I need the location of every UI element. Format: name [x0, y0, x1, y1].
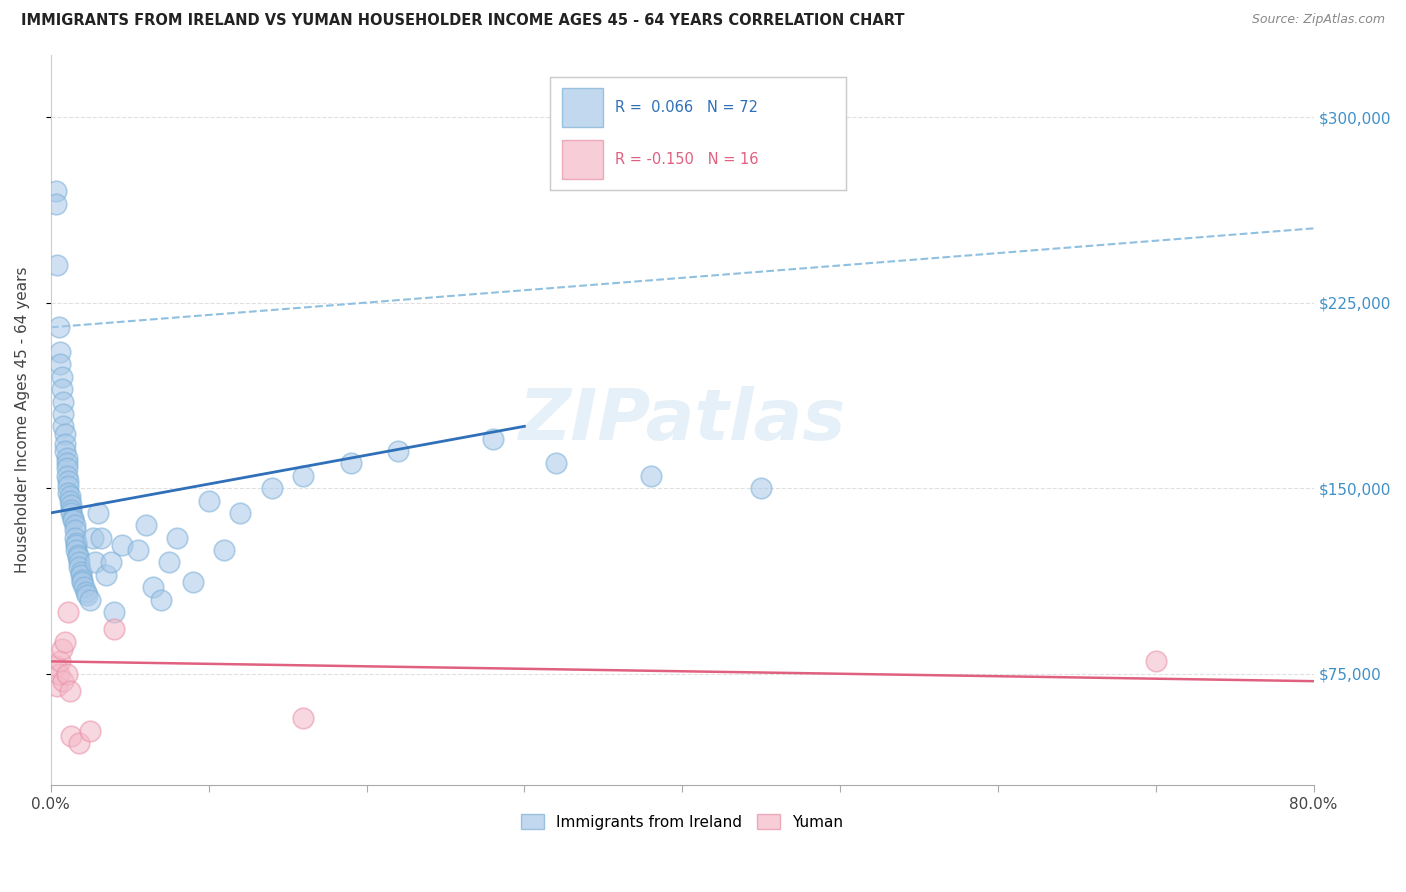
Point: [181, 575, 204, 590]
Point: [79, 592, 101, 607]
Legend: Immigrants from Ireland, Yuman: Immigrants from Ireland, Yuman: [515, 807, 849, 836]
Text: IMMIGRANTS FROM IRELAND VS YUMAN HOUSEHOLDER INCOME AGES 45 - 64 YEARS CORRELATI: IMMIGRANTS FROM IRELAND VS YUMAN HOUSEHO…: [21, 13, 904, 29]
Point: [69, 567, 91, 582]
Point: [166, 531, 188, 545]
Point: [82, 531, 104, 545]
Point: [292, 711, 315, 725]
Point: [87, 506, 110, 520]
Point: [59, 684, 82, 698]
Point: [103, 605, 125, 619]
Point: [60, 499, 83, 513]
Point: [49, 358, 72, 372]
Point: [63, 518, 86, 533]
Point: [60, 729, 83, 743]
Point: [111, 538, 134, 552]
Point: [62, 511, 84, 525]
Point: [55, 666, 77, 681]
Point: [48, 666, 70, 681]
Point: [69, 566, 91, 580]
Point: [66, 550, 89, 565]
Point: [58, 474, 80, 488]
Point: [482, 432, 505, 446]
Point: [103, 622, 125, 636]
Point: [135, 518, 157, 533]
Text: Source: ZipAtlas.com: Source: ZipAtlas.com: [1251, 13, 1385, 27]
Point: [157, 555, 180, 569]
Point: [53, 444, 76, 458]
Point: [67, 560, 90, 574]
Point: [46, 679, 69, 693]
Point: [72, 573, 94, 587]
Point: [387, 444, 409, 458]
Point: [55, 461, 77, 475]
Point: [45, 184, 67, 198]
Point: [53, 426, 76, 441]
Point: [66, 548, 89, 562]
Point: [58, 605, 80, 619]
Point: [214, 543, 236, 558]
Point: [84, 555, 107, 569]
Point: [339, 457, 361, 471]
Point: [142, 580, 165, 594]
Point: [260, 481, 283, 495]
Point: [60, 506, 83, 520]
Point: [59, 493, 82, 508]
Point: [73, 580, 96, 594]
Point: [59, 489, 82, 503]
Point: [65, 535, 87, 549]
Point: [52, 674, 75, 689]
Point: [49, 654, 72, 668]
Point: [48, 320, 70, 334]
Point: [749, 481, 772, 495]
Point: [229, 506, 252, 520]
Point: [52, 419, 75, 434]
Y-axis label: Householder Income Ages 45 - 64 years: Householder Income Ages 45 - 64 years: [15, 267, 30, 574]
Point: [52, 394, 75, 409]
Point: [65, 543, 87, 558]
Point: [100, 555, 122, 569]
Point: [127, 543, 149, 558]
Point: [63, 523, 86, 537]
Point: [53, 436, 76, 450]
Point: [55, 451, 77, 466]
Point: [90, 531, 112, 545]
Point: [150, 592, 173, 607]
Text: ZIPatlas: ZIPatlas: [519, 385, 846, 455]
Point: [94, 567, 117, 582]
Point: [544, 457, 567, 471]
Point: [292, 468, 315, 483]
Point: [640, 468, 662, 483]
Point: [72, 575, 94, 590]
Point: [62, 513, 84, 527]
Point: [45, 196, 67, 211]
Point: [53, 634, 76, 648]
Point: [52, 407, 75, 421]
Point: [58, 486, 80, 500]
Point: [51, 369, 73, 384]
Point: [63, 531, 86, 545]
Point: [55, 468, 77, 483]
Point: [67, 555, 90, 569]
Point: [60, 503, 83, 517]
Point: [1144, 654, 1167, 668]
Point: [51, 642, 73, 657]
Point: [55, 457, 77, 471]
Point: [76, 588, 98, 602]
Point: [51, 382, 73, 396]
Point: [75, 585, 97, 599]
Point: [67, 736, 90, 750]
Point: [65, 538, 87, 552]
Point: [79, 723, 101, 738]
Point: [45, 659, 67, 673]
Point: [197, 493, 219, 508]
Point: [58, 478, 80, 492]
Point: [46, 259, 69, 273]
Point: [49, 345, 72, 359]
